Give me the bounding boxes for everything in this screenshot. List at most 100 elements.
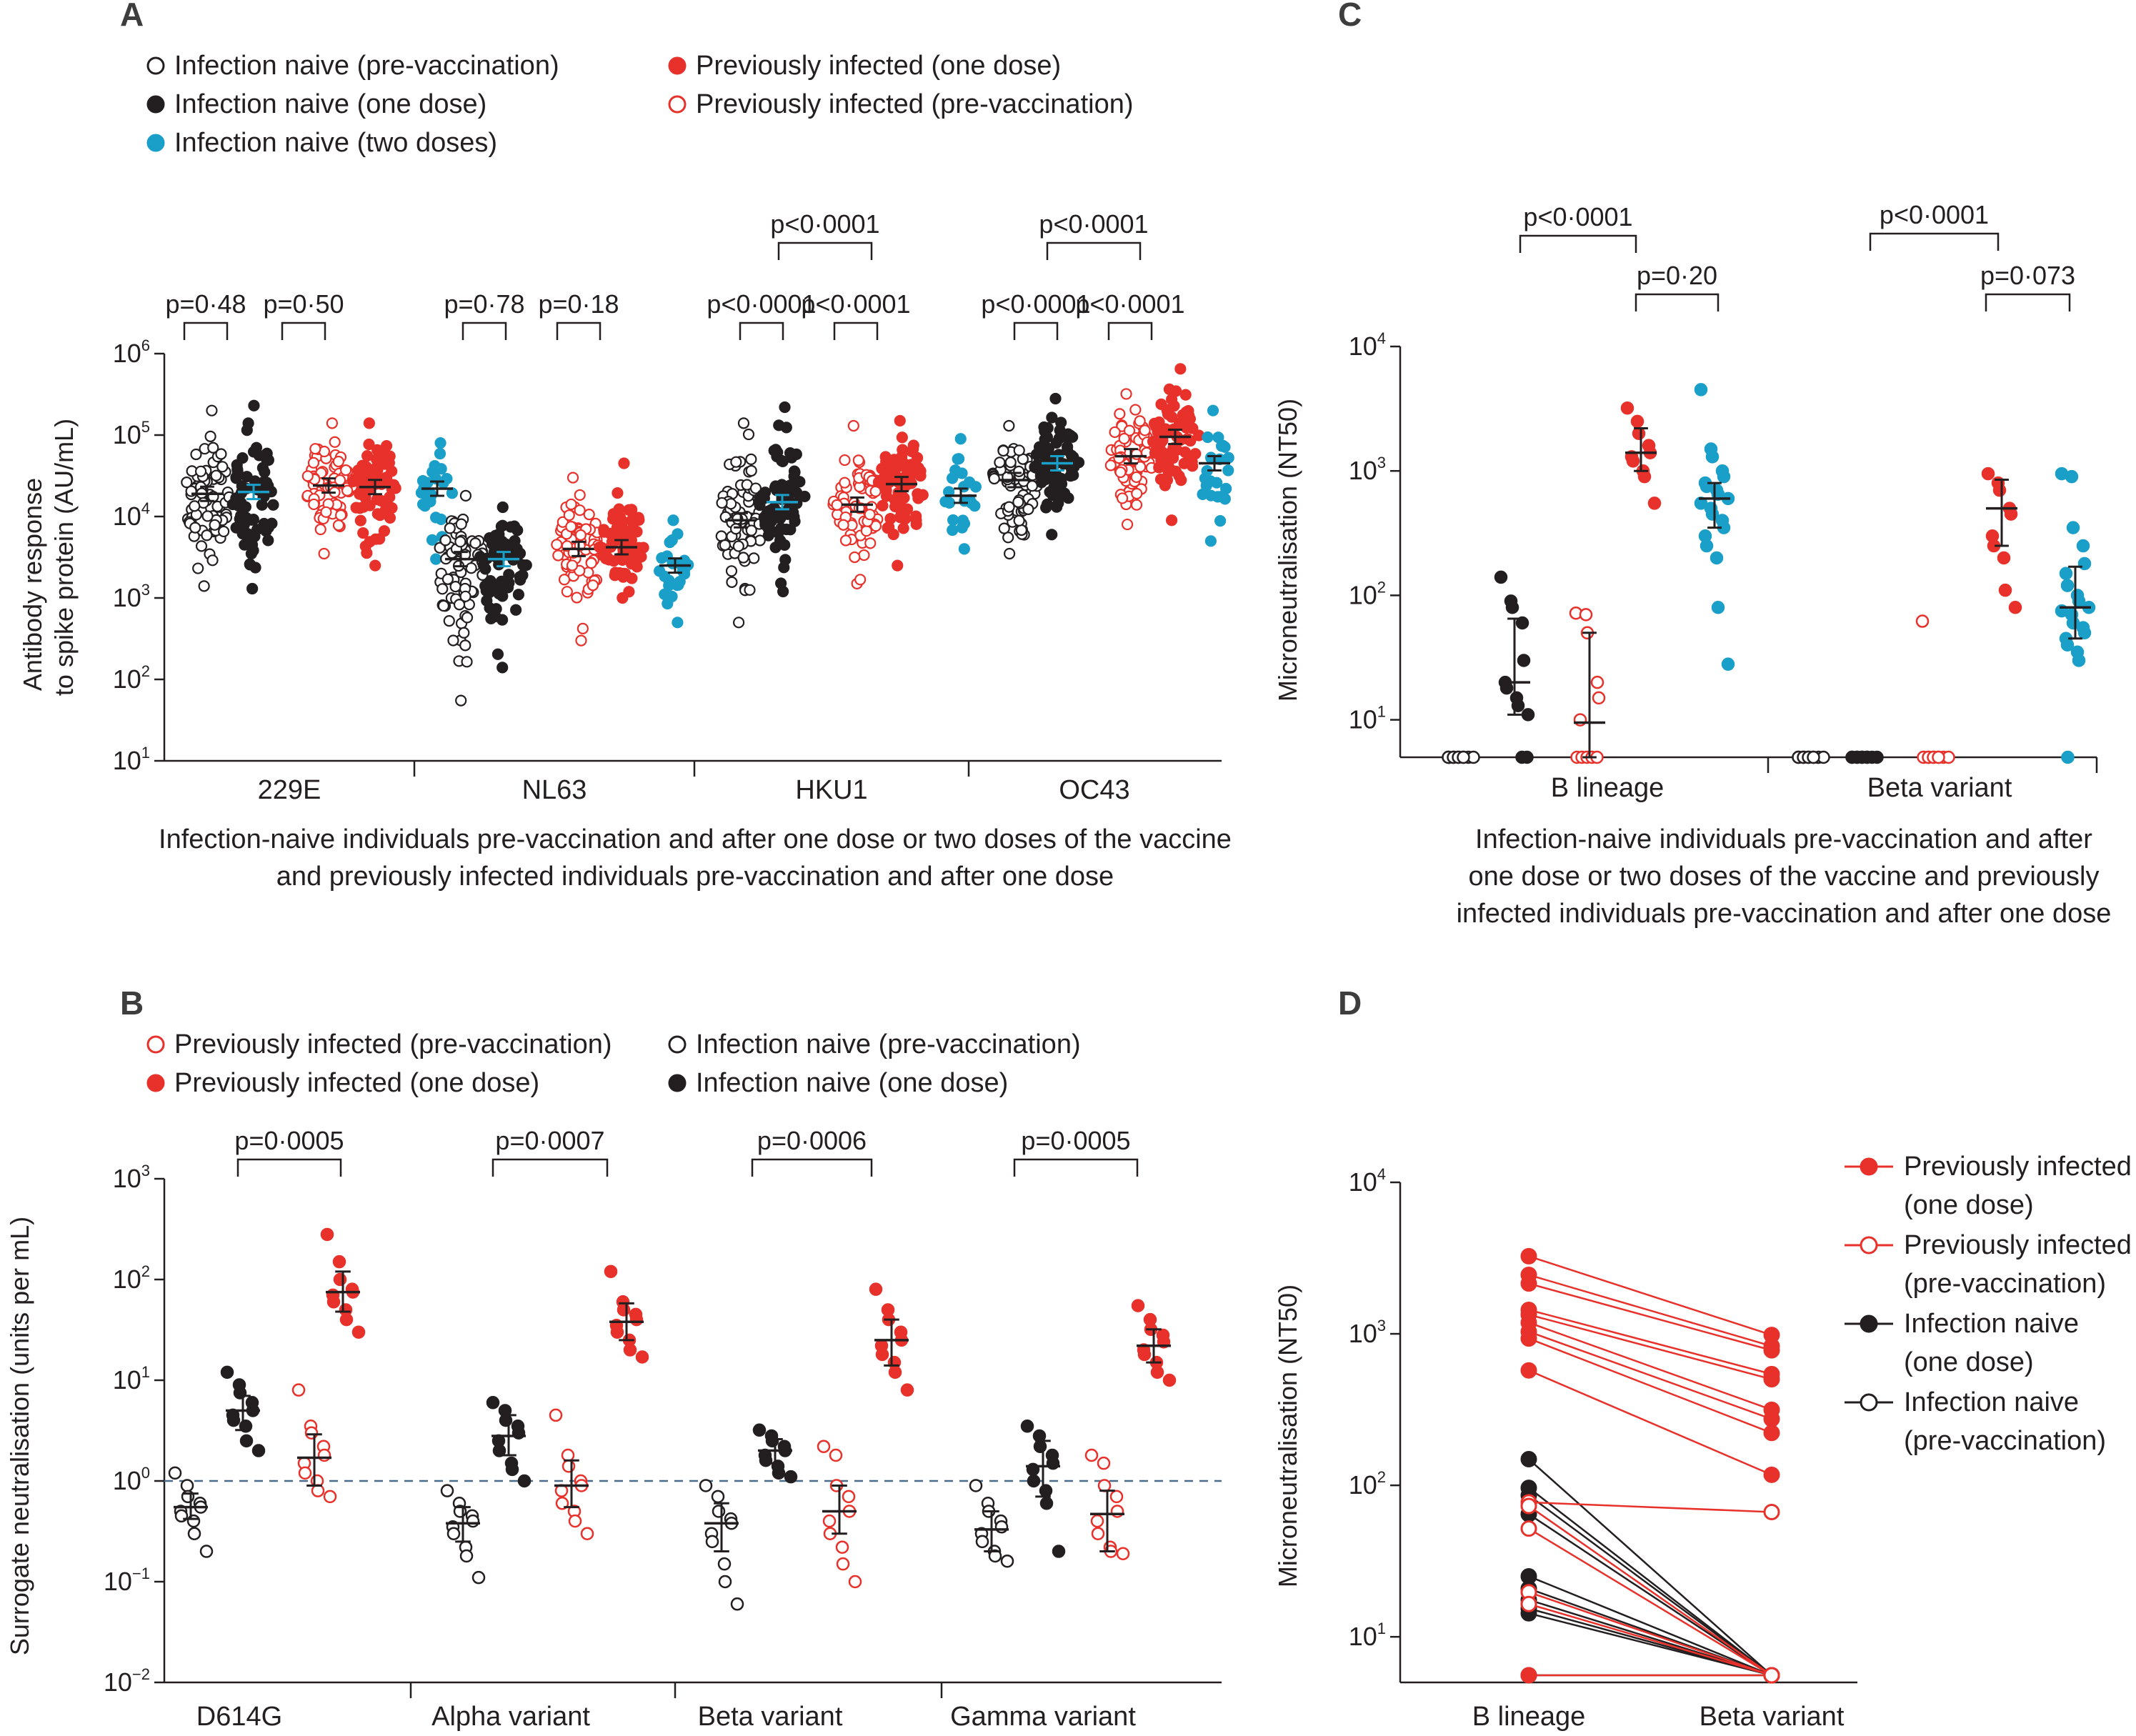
y-axis-title: Microneutralisation (NT50) — [1273, 399, 1302, 702]
panel-letter: B — [120, 984, 144, 1022]
data-point — [443, 615, 455, 627]
data-point — [194, 465, 207, 477]
x-axis-caption-line: one dose or two doses of the vaccine and… — [1469, 862, 2100, 892]
data-point — [836, 1557, 850, 1571]
data-point — [1150, 444, 1162, 457]
data-point — [317, 1448, 331, 1462]
data-point — [662, 597, 674, 610]
data-point — [1162, 1373, 1177, 1387]
data-point — [1121, 518, 1134, 531]
data-point — [571, 592, 583, 604]
data-point — [1003, 501, 1015, 513]
data-point — [1066, 464, 1078, 477]
data-point — [1180, 406, 1192, 418]
data-point — [860, 525, 872, 537]
data-point — [1705, 450, 1720, 464]
data-point — [1520, 1330, 1537, 1347]
tick-exponent: 1 — [141, 744, 150, 762]
data-point — [491, 648, 504, 660]
legend-infection-naive-one-dose-marker — [146, 95, 165, 114]
pair-line — [1528, 1527, 1772, 1677]
data-point — [1052, 1545, 1066, 1558]
bracket-beta-two-doses-bracket — [1985, 293, 2071, 311]
legend-previously-infected-pre-vaccination-label: Previously infected (pre-vaccination) — [696, 89, 1134, 119]
data-point — [565, 521, 577, 533]
data-point — [1114, 466, 1127, 479]
data-point — [1763, 1425, 1780, 1442]
data-point — [1204, 535, 1217, 547]
category-label-beta-variant: Beta variant — [1700, 1702, 1845, 1732]
data-point — [232, 499, 244, 512]
data-point — [1065, 449, 1078, 462]
data-point — [2004, 507, 2018, 521]
data-point — [1034, 444, 1046, 457]
data-point — [357, 527, 369, 539]
data-point — [744, 584, 756, 596]
tick-base: 10 — [1349, 580, 1377, 609]
pair-line — [1528, 1282, 1772, 1352]
data-point — [626, 504, 638, 516]
data-point — [1013, 444, 1025, 457]
data-point — [951, 467, 963, 479]
data-point — [1220, 482, 1232, 495]
tick-base: 10 — [1349, 1319, 1377, 1348]
data-point — [201, 510, 214, 522]
data-point — [351, 1325, 366, 1339]
bracket-oc43-dose-label: p<0·0001 — [1039, 209, 1148, 239]
data-point — [1981, 467, 1995, 481]
data-point — [1171, 444, 1183, 456]
pair-line — [1528, 1603, 1772, 1677]
data-point — [914, 469, 927, 482]
data-point — [318, 547, 330, 560]
bracket-hku1-infected-bracket — [833, 321, 879, 340]
data-point — [1932, 750, 1945, 764]
data-point — [574, 504, 586, 517]
data-point — [1131, 1299, 1145, 1312]
data-point — [585, 557, 597, 569]
data-point — [199, 1545, 214, 1558]
data-point — [1013, 514, 1025, 527]
data-point — [446, 1527, 461, 1540]
data-point — [1204, 475, 1217, 487]
data-point — [905, 462, 917, 474]
data-point — [1214, 515, 1227, 527]
bracket-gamma-variant-label: p=0·0005 — [1021, 1126, 1130, 1155]
data-point — [298, 1466, 312, 1480]
data-point — [549, 1408, 563, 1422]
data-point — [1517, 654, 1531, 667]
data-point — [1050, 437, 1062, 449]
data-point — [434, 447, 446, 460]
data-point — [1039, 1484, 1053, 1497]
y-tick-label: 101 — [113, 1363, 150, 1395]
legend-marker — [1860, 1157, 1878, 1176]
data-point — [477, 559, 489, 572]
y-axis-title: Surrogate neutralisation (units per mL) — [5, 1217, 34, 1655]
data-point — [1109, 1490, 1124, 1504]
data-point — [947, 524, 959, 537]
data-point — [1637, 469, 1652, 484]
data-point — [2060, 638, 2075, 652]
data-point — [226, 1413, 241, 1427]
data-point — [839, 454, 851, 467]
legend-previously-infected-one-dose-label: Previously infected (one dose) — [696, 51, 1061, 81]
data-point — [788, 470, 800, 482]
legend-infection-naive-one-dose-marker — [668, 1074, 687, 1092]
category-label-gamma-variant: Gamma variant — [950, 1702, 1136, 1732]
data-point — [180, 1479, 194, 1492]
bracket-229e-infected-label: p=0·50 — [263, 289, 344, 319]
data-point — [487, 605, 499, 617]
category-label-beta-variant: Beta variant — [1867, 773, 2012, 803]
data-point — [897, 522, 909, 534]
data-point — [309, 443, 321, 455]
data-point — [988, 1549, 1002, 1563]
data-point — [1062, 492, 1074, 504]
tick-exponent: 0 — [141, 1464, 150, 1482]
data-point — [357, 465, 369, 478]
y-tick-label: 103 — [113, 1162, 150, 1193]
data-point — [848, 1575, 862, 1589]
category-label-d614g: D614G — [196, 1702, 282, 1732]
data-point — [190, 448, 202, 461]
